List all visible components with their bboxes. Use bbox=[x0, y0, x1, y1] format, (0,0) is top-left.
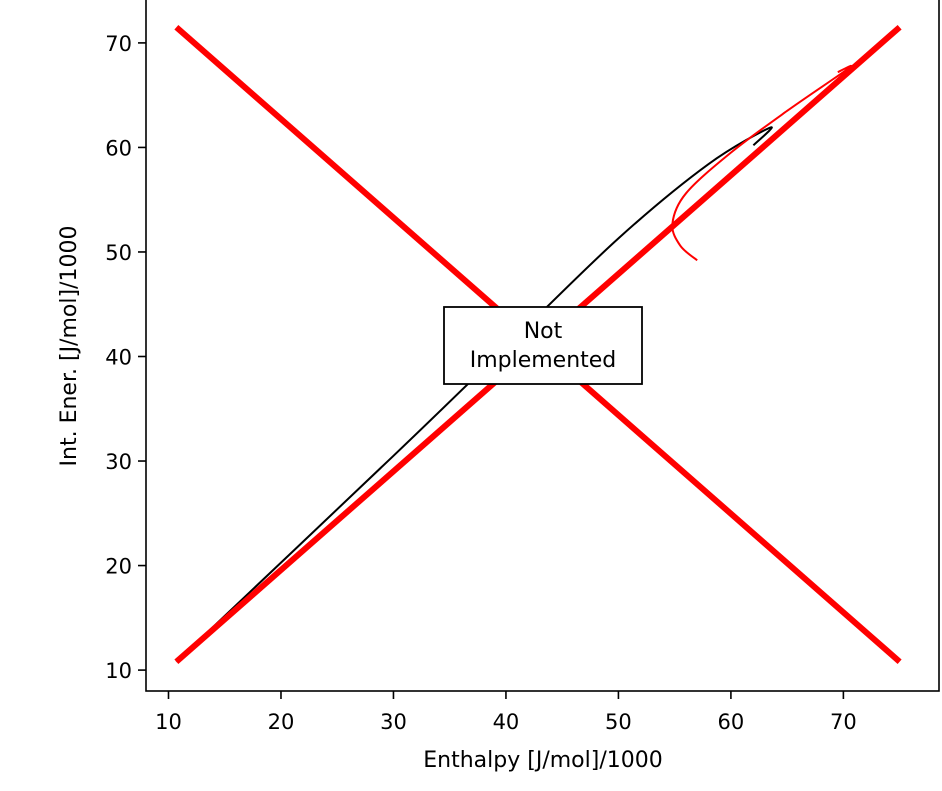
x-tick-label: 70 bbox=[830, 710, 857, 734]
y-tick-label: 70 bbox=[105, 32, 132, 56]
y-axis: 10 20 30 40 50 60 70 bbox=[105, 32, 146, 683]
y-tick-label: 30 bbox=[105, 450, 132, 474]
annotation-line-2: Implemented bbox=[470, 348, 617, 373]
x-tick-label: 50 bbox=[605, 710, 632, 734]
series-line-0 bbox=[175, 126, 773, 663]
annotation-box: Not Implemented bbox=[443, 306, 643, 385]
x-axis-label: Enthalpy [J/mol]/1000 bbox=[423, 748, 662, 773]
plot-frame bbox=[145, 0, 940, 692]
y-tick-label: 50 bbox=[105, 241, 132, 265]
y-tick-label: 40 bbox=[105, 345, 132, 369]
x-axis: 10 20 30 40 50 60 70 bbox=[155, 691, 857, 734]
y-tick-label: 60 bbox=[105, 136, 132, 160]
x-tick-label: 60 bbox=[718, 710, 745, 734]
y-tick-label: 10 bbox=[105, 659, 132, 683]
x-tick-label: 30 bbox=[380, 710, 407, 734]
series-line-1 bbox=[671, 64, 853, 262]
y-tick-label: 20 bbox=[105, 555, 132, 579]
y-axis-label: Int. Ener. [J/mol]/1000 bbox=[57, 226, 82, 467]
x-tick-label: 10 bbox=[155, 710, 182, 734]
x-tick-label: 40 bbox=[493, 710, 520, 734]
annotation-line-1: Not bbox=[524, 319, 563, 344]
x-tick-label: 20 bbox=[268, 710, 295, 734]
